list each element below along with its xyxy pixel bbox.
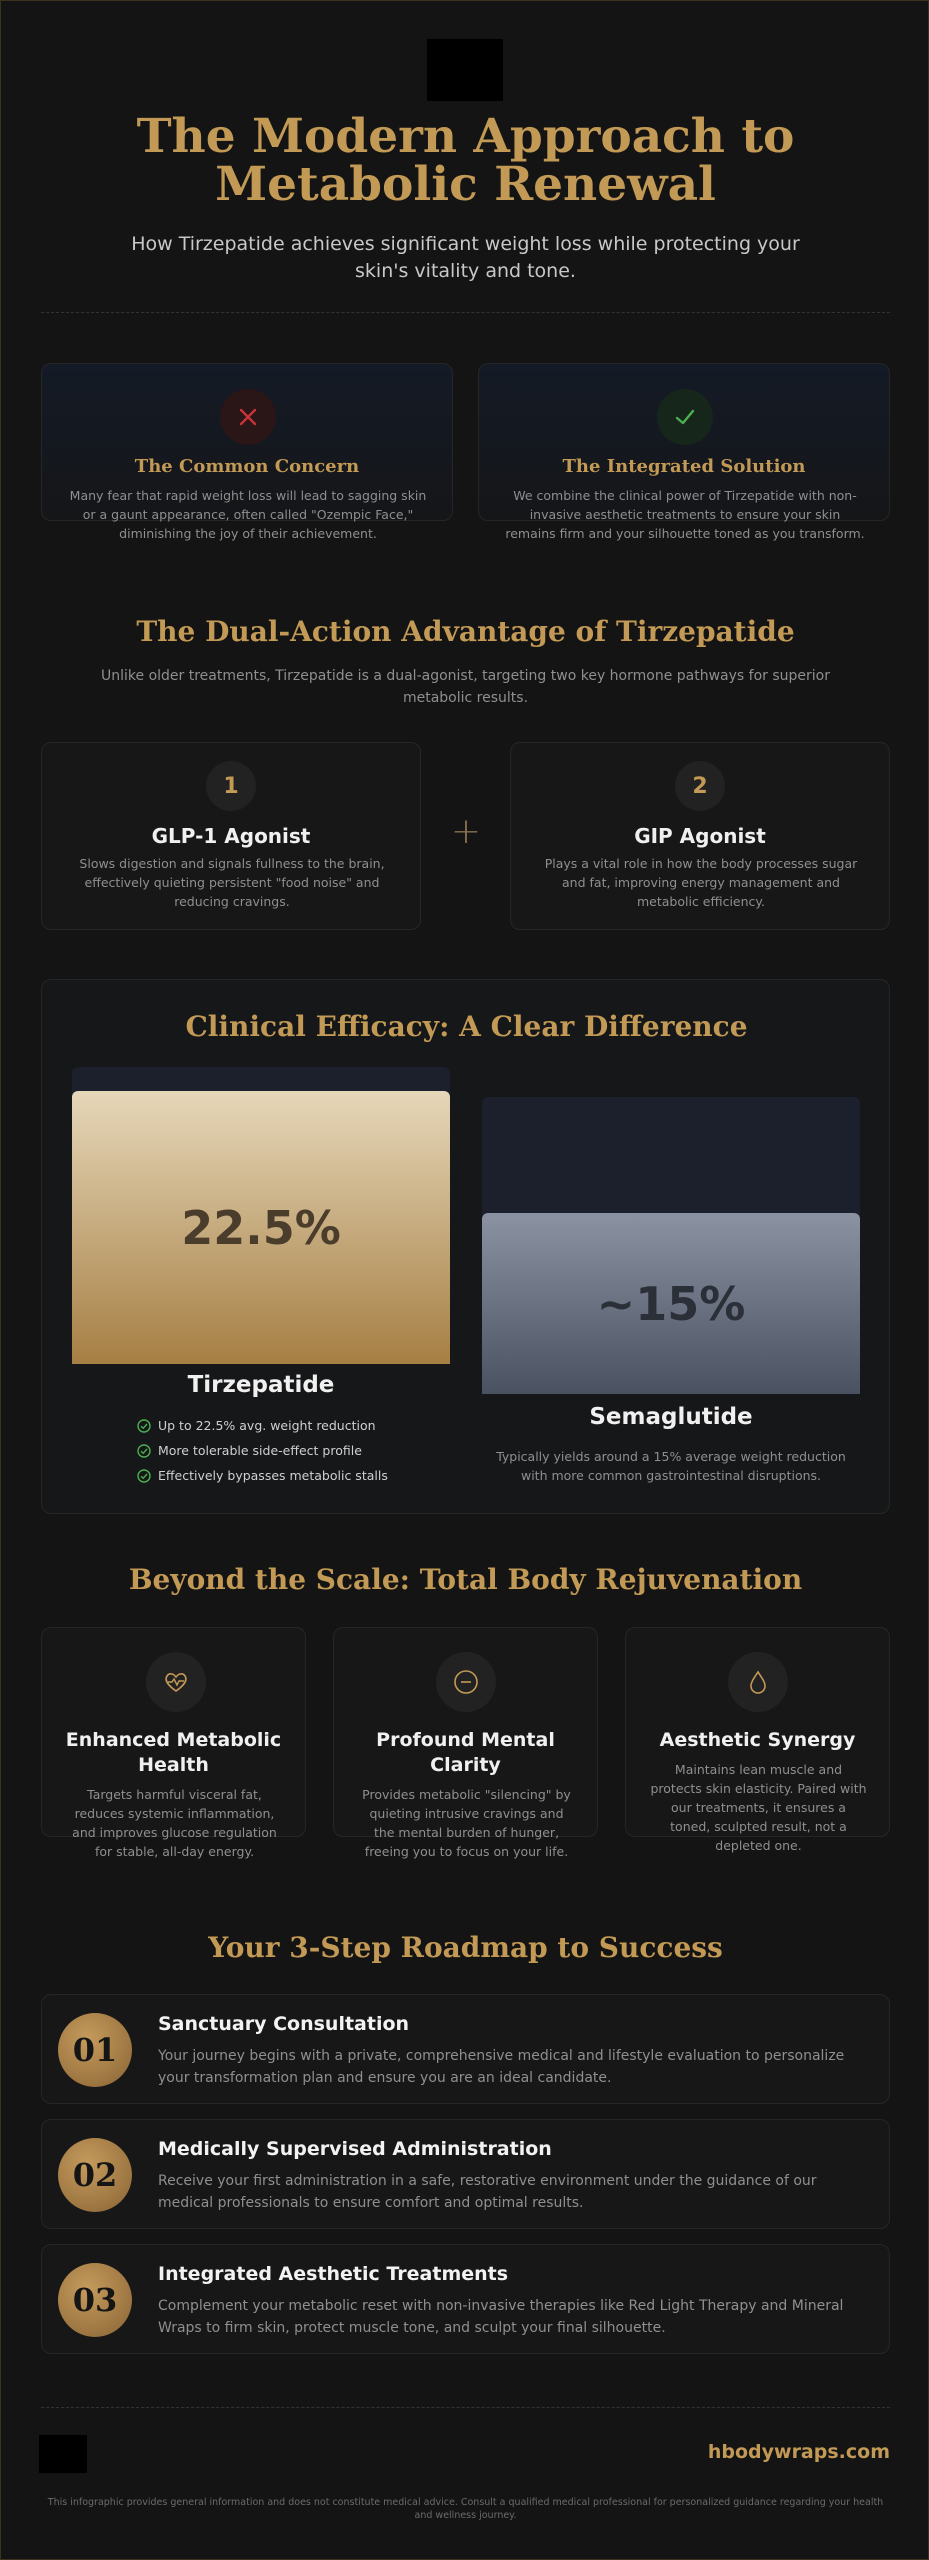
footer-site-link[interactable]: hbodywraps.com <box>707 2441 890 2463</box>
metabolic-health-title: Enhanced Metabolic Health <box>65 1729 282 1776</box>
step-text: Complement your metabolic reset with non… <box>158 2298 844 2336</box>
page-subtitle: How Tirzepatide achieves significant wei… <box>131 233 800 282</box>
glp1-text: Slows digestion and signals fullness to … <box>79 856 385 909</box>
check-circle-icon <box>137 1468 151 1483</box>
step-text: Your journey begins with a private, comp… <box>158 2048 845 2086</box>
step-number: 2 <box>675 761 725 811</box>
beyond-title: Beyond the Scale: Total Body Rejuvenatio… <box>128 1563 803 1596</box>
concern-title: The Common Concern <box>134 456 360 477</box>
step-number-badge: 03 <box>58 2263 132 2337</box>
metabolic-health-card: Enhanced Metabolic Health Targets harmfu… <box>41 1627 306 1859</box>
step-number: 1 <box>206 761 256 811</box>
aesthetic-synergy-card: Aesthetic Synergy Maintains lean muscle … <box>625 1627 890 1853</box>
benefit-text: Up to 22.5% avg. weight reduction <box>158 1418 376 1433</box>
solution-card: The Integrated Solution We combine the c… <box>478 363 890 541</box>
glp1-card: 1 GLP-1 Agonist Slows digestion and sign… <box>41 742 421 930</box>
brand-logo <box>427 39 503 101</box>
minus-circle-icon <box>436 1652 496 1712</box>
concern-text: Many fear that rapid weight loss will le… <box>69 488 427 541</box>
step-number-badge: 01 <box>58 2013 132 2087</box>
tirzepatide-bar: 22.5% <box>72 1091 450 1364</box>
heart-pulse-icon <box>146 1652 206 1712</box>
aesthetic-synergy-text: Maintains lean muscle and protects skin … <box>650 1762 867 1853</box>
solution-text: We combine the clinical power of Tirzepa… <box>505 488 865 541</box>
roadmap-step: 01 Sanctuary Consultation Your journey b… <box>41 1994 890 2104</box>
semaglutide-label: Semaglutide <box>589 1404 753 1430</box>
check-icon <box>657 389 713 445</box>
semaglutide-bar: ~15% <box>482 1213 860 1394</box>
roadmap-step: 02 Medically Supervised Administration R… <box>41 2119 890 2229</box>
roadmap-title: Your 3-Step Roadmap to Success <box>208 1931 723 1964</box>
tirzepatide-label: Tirzepatide <box>187 1372 335 1398</box>
gip-title: GIP Agonist <box>634 824 766 848</box>
semaglutide-bar-track: ~15% <box>482 1097 860 1394</box>
footer-logo <box>39 2435 87 2473</box>
glp1-title: GLP-1 Agonist <box>151 824 311 848</box>
list-item: More tolerable side-effect profile <box>137 1438 388 1463</box>
step-title: Medically Supervised Administration <box>158 2138 552 2160</box>
gip-text: Plays a vital role in how the body proce… <box>544 856 858 909</box>
plus-symbol: + <box>450 811 482 852</box>
step-number-badge: 02 <box>58 2138 132 2212</box>
tirzepatide-benefits: Up to 22.5% avg. weight reduction More t… <box>137 1413 388 1488</box>
benefit-text: Effectively bypasses metabolic stalls <box>158 1468 388 1483</box>
divider <box>41 312 890 313</box>
droplet-icon <box>728 1652 788 1712</box>
step-title: Integrated Aesthetic Treatments <box>158 2263 509 2285</box>
x-icon <box>220 389 276 445</box>
solution-title: The Integrated Solution <box>562 456 806 477</box>
aesthetic-synergy-title: Aesthetic Synergy <box>659 1729 856 1751</box>
roadmap-step: 03 Integrated Aesthetic Treatments Compl… <box>41 2244 890 2354</box>
step-title: Sanctuary Consultation <box>158 2013 410 2035</box>
disclaimer: This infographic provides general inform… <box>47 2497 884 2521</box>
step-text: Receive your first administration in a s… <box>158 2173 817 2211</box>
page-title: The Modern Approach to Metabolic Renewal <box>136 109 795 212</box>
check-circle-icon <box>137 1418 151 1433</box>
metabolic-health-text: Targets harmful visceral fat, reduces sy… <box>72 1787 277 1859</box>
check-circle-icon <box>137 1443 151 1458</box>
list-item: Up to 22.5% avg. weight reduction <box>137 1413 388 1438</box>
dual-action-title: The Dual-Action Advantage of Tirzepatide <box>136 615 795 648</box>
footer-divider <box>41 2407 890 2408</box>
efficacy-title: Clinical Efficacy: A Clear Difference <box>185 1010 748 1043</box>
benefit-text: More tolerable side-effect profile <box>158 1443 362 1458</box>
mental-clarity-title: Profound Mental Clarity <box>376 1729 555 1776</box>
gip-card: 2 GIP Agonist Plays a vital role in how … <box>510 742 890 930</box>
concern-card: The Common Concern Many fear that rapid … <box>41 363 453 541</box>
semaglutide-text: Typically yields around a 15% average we… <box>496 1449 846 1483</box>
mental-clarity-text: Provides metabolic "silencing" by quieti… <box>362 1787 571 1859</box>
dual-action-text: Unlike older treatments, Tirzepatide is … <box>101 668 830 706</box>
efficacy-panel: Clinical Efficacy: A Clear Difference 22… <box>41 979 890 1514</box>
tirzepatide-bar-track: 22.5% <box>72 1067 450 1364</box>
list-item: Effectively bypasses metabolic stalls <box>137 1463 388 1488</box>
mental-clarity-card: Profound Mental Clarity Provides metabol… <box>333 1627 598 1859</box>
